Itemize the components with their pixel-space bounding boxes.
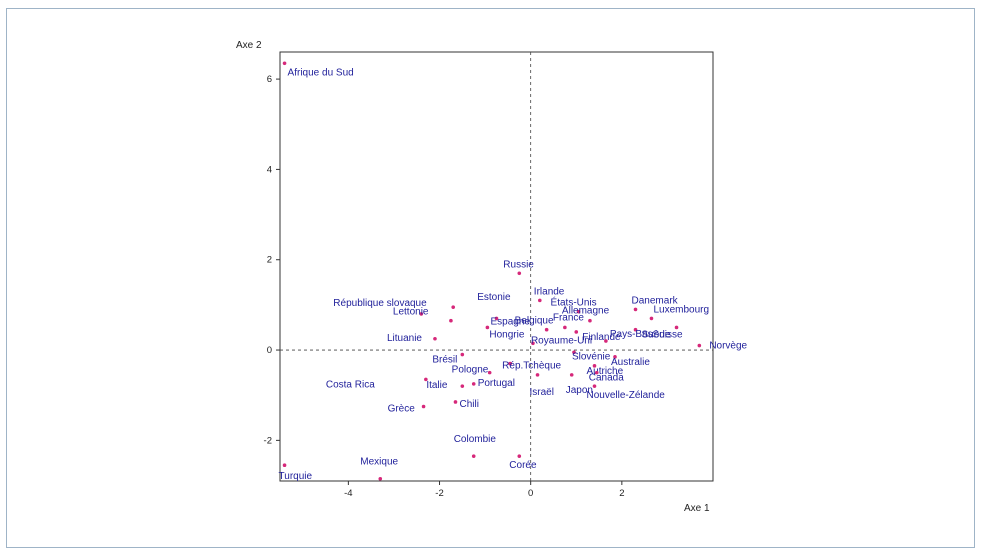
point-label: Afrique du Sud bbox=[288, 67, 354, 78]
data-point bbox=[517, 454, 522, 458]
point-label: Grèce bbox=[388, 403, 416, 414]
data-point bbox=[535, 373, 540, 377]
data-point bbox=[588, 318, 592, 323]
data-point bbox=[563, 325, 567, 330]
x-axis-title: Axe 1 bbox=[684, 503, 710, 514]
plot-area bbox=[279, 51, 714, 482]
data-point bbox=[604, 339, 608, 343]
data-point bbox=[531, 341, 535, 346]
x-tick-label: 0 bbox=[528, 488, 533, 499]
data-point bbox=[487, 370, 492, 375]
data-point bbox=[594, 370, 599, 375]
data-point bbox=[538, 298, 542, 303]
data-point bbox=[697, 343, 702, 348]
data-point bbox=[421, 404, 426, 409]
data-point bbox=[282, 463, 287, 467]
point-label: Slovénie bbox=[572, 351, 611, 362]
point-label: Belgique bbox=[515, 316, 554, 327]
x-tick-label: 2 bbox=[619, 488, 624, 499]
point-label: Portugal bbox=[478, 378, 515, 389]
point-label: Corée bbox=[509, 460, 537, 471]
data-point bbox=[471, 382, 476, 386]
point-label: Australie bbox=[611, 357, 650, 368]
data-point bbox=[574, 330, 579, 334]
data-point bbox=[451, 305, 456, 309]
point-label: Brésil bbox=[432, 355, 457, 366]
point-label: Rép.Tchèque bbox=[502, 361, 561, 372]
data-point bbox=[674, 325, 679, 330]
point-label: Finlande bbox=[582, 332, 621, 343]
point-label: Royaume-Uni bbox=[531, 335, 592, 346]
data-point bbox=[471, 454, 476, 458]
point-label: Hongrie bbox=[489, 329, 524, 340]
y-tick-label: 4 bbox=[267, 164, 272, 175]
data-point bbox=[517, 271, 522, 276]
y-tick-label: -2 bbox=[264, 435, 272, 446]
data-point bbox=[572, 350, 576, 355]
data-point bbox=[419, 312, 424, 316]
point-label: Canada bbox=[589, 373, 624, 384]
point-label: France bbox=[553, 312, 585, 323]
point-label: Espagne bbox=[491, 316, 531, 327]
point-label: Estonie bbox=[477, 292, 511, 303]
data-point bbox=[592, 364, 597, 368]
data-point bbox=[544, 327, 549, 332]
data-point bbox=[569, 373, 574, 377]
chart-frame bbox=[6, 8, 975, 548]
point-label: Italie bbox=[426, 380, 448, 391]
data-point bbox=[508, 361, 512, 366]
point-label: Suède bbox=[642, 330, 671, 341]
point-label: Japon bbox=[566, 385, 593, 396]
point-label: Russie bbox=[503, 259, 534, 270]
data-point bbox=[460, 384, 465, 388]
data-point bbox=[649, 316, 654, 321]
point-label: Suisse bbox=[653, 329, 683, 340]
data-point bbox=[633, 307, 638, 312]
data-point bbox=[449, 318, 453, 323]
data-point bbox=[424, 377, 428, 382]
scatter-chart: Axe 2 Axe 1 -4 -2 0 2 -2 0 2 4 6 Afrique du Sud R… bbox=[236, 40, 748, 514]
y-axis-title: Axe 2 bbox=[236, 40, 262, 51]
data-point bbox=[494, 316, 499, 321]
point-label: Pays-Bas bbox=[610, 329, 653, 340]
data-point bbox=[592, 384, 597, 388]
point-label: Allemagne bbox=[562, 306, 610, 317]
point-label: Mexique bbox=[360, 457, 398, 468]
point-label: Lituanie bbox=[387, 333, 422, 344]
point-label: Israël bbox=[530, 387, 554, 398]
point-label: Colombie bbox=[454, 434, 497, 445]
y-tick-label: 0 bbox=[267, 345, 272, 356]
point-label: Nouvelle-Zélande bbox=[586, 390, 665, 401]
point-label: États-Unis bbox=[551, 296, 597, 309]
point-label: Costa Rica bbox=[326, 379, 375, 390]
data-point bbox=[453, 400, 458, 404]
x-tick-label: -2 bbox=[435, 488, 443, 499]
point-label: République slovaque bbox=[333, 298, 427, 309]
point-label: Luxembourg bbox=[653, 304, 709, 315]
data-point bbox=[378, 476, 383, 481]
point-label: Danemark bbox=[632, 295, 679, 306]
point-label: Lettonie bbox=[393, 307, 429, 318]
point-label: Autriche bbox=[586, 366, 623, 377]
y-tick-label: 6 bbox=[267, 74, 272, 85]
data-point bbox=[633, 327, 638, 332]
data-point bbox=[433, 336, 437, 341]
data-point bbox=[282, 61, 287, 66]
data-point bbox=[460, 352, 465, 357]
point-label: Chili bbox=[459, 399, 478, 410]
data-point bbox=[613, 355, 617, 359]
data-point bbox=[485, 325, 490, 330]
x-tick-label: -4 bbox=[344, 488, 352, 499]
point-label: Irlande bbox=[534, 286, 565, 297]
y-tick-label: 2 bbox=[267, 255, 272, 266]
data-point bbox=[576, 309, 581, 314]
point-label: Norvège bbox=[709, 341, 747, 352]
point-label: Pologne bbox=[452, 365, 489, 376]
point-label: Turquie bbox=[279, 471, 313, 482]
